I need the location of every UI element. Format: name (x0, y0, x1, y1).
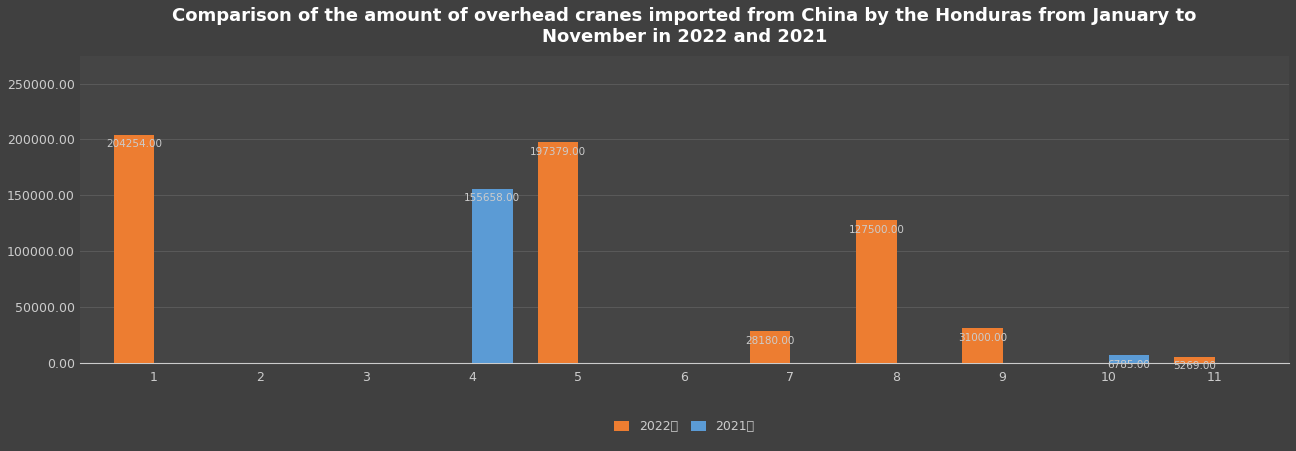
Bar (538, 143, 578, 363)
Bar (750, 331, 791, 363)
Legend: 2022年, 2021年: 2022年, 2021年 (609, 415, 759, 438)
Bar (1108, 355, 1150, 363)
Text: 5269.00: 5269.00 (1173, 361, 1216, 371)
Title: Comparison of the amount of overhead cranes imported from China by the Honduras : Comparison of the amount of overhead cra… (172, 7, 1196, 46)
Bar (1174, 357, 1214, 363)
Bar (472, 189, 512, 363)
Text: 204254.00: 204254.00 (106, 139, 162, 149)
Text: 6785.00: 6785.00 (1107, 359, 1151, 370)
Bar (963, 328, 1003, 363)
Text: 31000.00: 31000.00 (958, 332, 1007, 343)
Text: 197379.00: 197379.00 (530, 147, 586, 157)
Text: 127500.00: 127500.00 (849, 225, 905, 235)
Bar (114, 135, 154, 363)
Text: 155658.00: 155658.00 (464, 193, 521, 203)
Text: 28180.00: 28180.00 (745, 336, 794, 346)
Bar (857, 221, 897, 363)
